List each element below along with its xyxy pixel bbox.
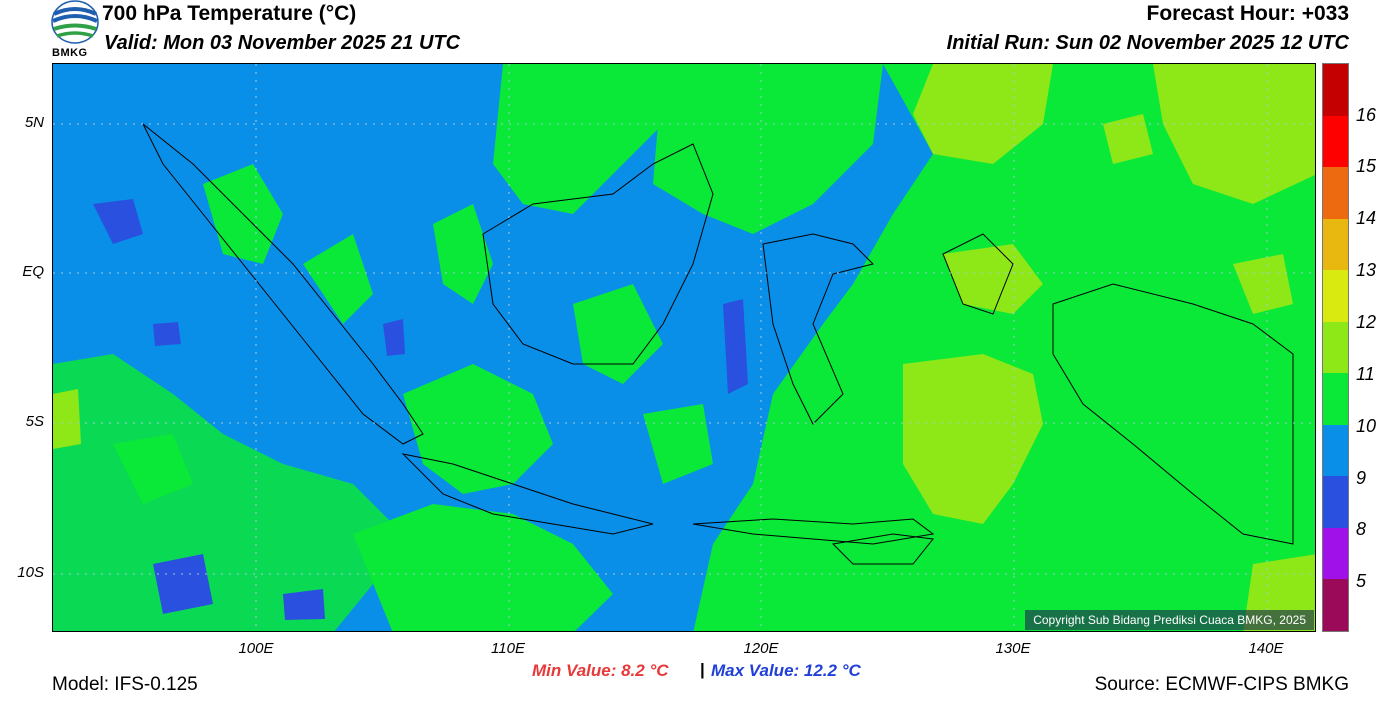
colorbar-label-15: 15 <box>1356 156 1377 176</box>
copyright-notice: Copyright Sub Bidang Prediksi Cuaca BMKG… <box>1025 610 1314 630</box>
temp-field-10-11 <box>53 64 1315 631</box>
colorbar-label-13: 13 <box>1356 260 1377 280</box>
max-value: Max Value: 12.2 °C <box>711 661 861 680</box>
stats-separator: | <box>700 660 705 679</box>
valid-time: Valid: Mon 03 November 2025 21 UTC <box>104 32 461 54</box>
colorbar <box>1322 63 1349 632</box>
lon-label-130e: 130E <box>995 640 1031 657</box>
graticule <box>53 64 1315 631</box>
lat-label-5n: 5N <box>24 114 44 131</box>
min-value: Min Value: 8.2 °C <box>532 661 669 680</box>
model-name: Model: IFS-0.125 <box>52 674 198 695</box>
colorbar-label-12: 12 <box>1356 312 1377 332</box>
colorbar-label-9: 9 <box>1356 468 1367 488</box>
colorbar-label-11: 11 <box>1356 364 1375 384</box>
lat-label-5s: 5S <box>25 413 44 430</box>
bmkg-logo <box>50 0 100 60</box>
bmkg-logo-icon <box>51 0 99 44</box>
logo-text: BMKG <box>52 47 88 59</box>
colorbar-swatches <box>1323 64 1348 631</box>
colorbar-label-8: 8 <box>1356 519 1367 539</box>
map-canvas <box>53 64 1315 631</box>
lat-label-10s: 10S <box>17 564 44 581</box>
colorbar-label-16: 16 <box>1356 105 1377 125</box>
lon-label-110e: 110E <box>491 640 525 657</box>
forecast-hour: Forecast Hour: +033 <box>1146 2 1350 25</box>
colorbar-label-5: 5 <box>1356 571 1367 591</box>
data-source: Source: ECMWF-CIPS BMKG <box>1094 674 1349 695</box>
temperature-map: Copyright Sub Bidang Prediksi Cuaca BMKG… <box>52 63 1316 632</box>
page-title: 700 hPa Temperature (°C) <box>102 2 357 25</box>
lat-label-eq: EQ <box>22 263 44 280</box>
coastlines <box>142 123 1294 565</box>
lon-label-140e: 140E <box>1248 640 1284 657</box>
colorbar-label-10: 10 <box>1356 416 1377 436</box>
temp-field-8-9 <box>93 199 748 620</box>
initial-run: Initial Run: Sun 02 November 2025 12 UTC <box>946 32 1349 54</box>
lon-label-100e: 100E <box>238 640 274 657</box>
colorbar-label-14: 14 <box>1356 208 1377 228</box>
lon-label-120e: 120E <box>743 640 779 657</box>
